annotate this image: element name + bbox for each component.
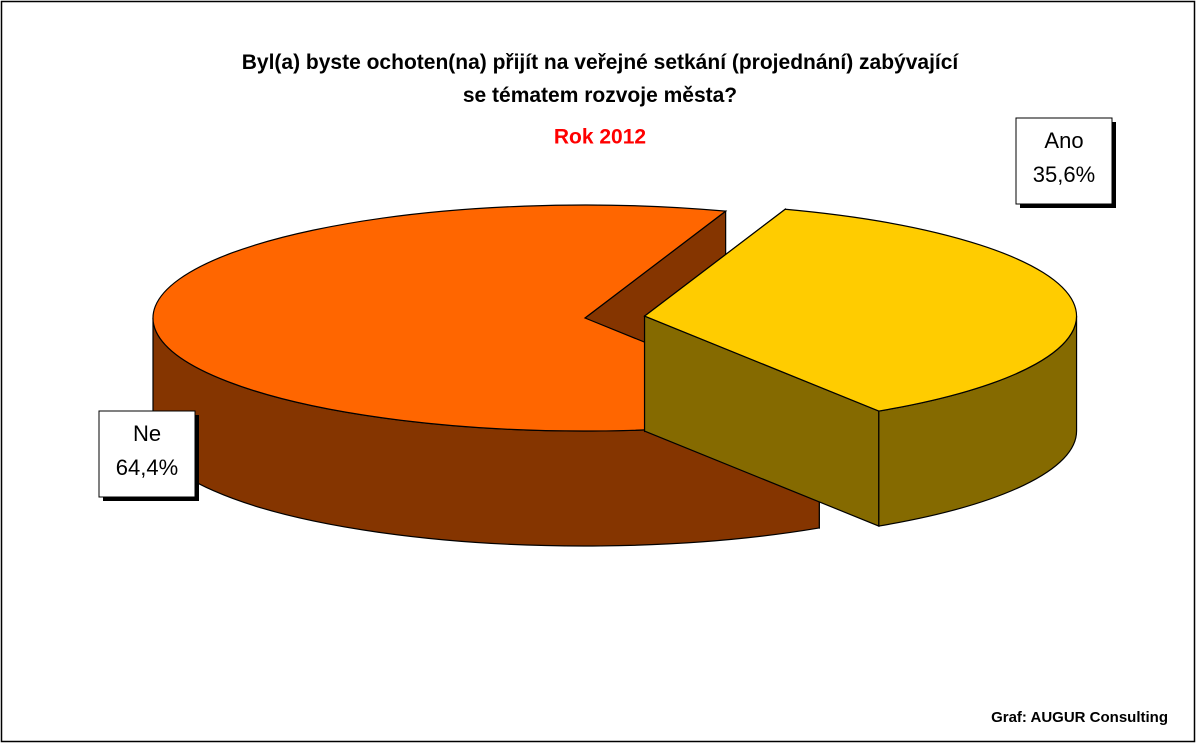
value-label: 35,6% — [1033, 162, 1095, 187]
label-box — [1015, 117, 1113, 205]
category-label: Ne — [133, 421, 161, 446]
slice — [643, 208, 1078, 527]
source: Graf: AUGUR Consulting — [991, 709, 1168, 726]
value-label: 64,4% — [116, 455, 178, 480]
category-label: Ano — [1044, 128, 1083, 153]
chart-subtitle: Rok 2012 — [554, 126, 646, 149]
slice-top — [643, 208, 1078, 412]
chart-title: Byl(a) byste ochoten(na) přijít na veřej… — [242, 51, 960, 107]
label-box — [98, 410, 196, 498]
